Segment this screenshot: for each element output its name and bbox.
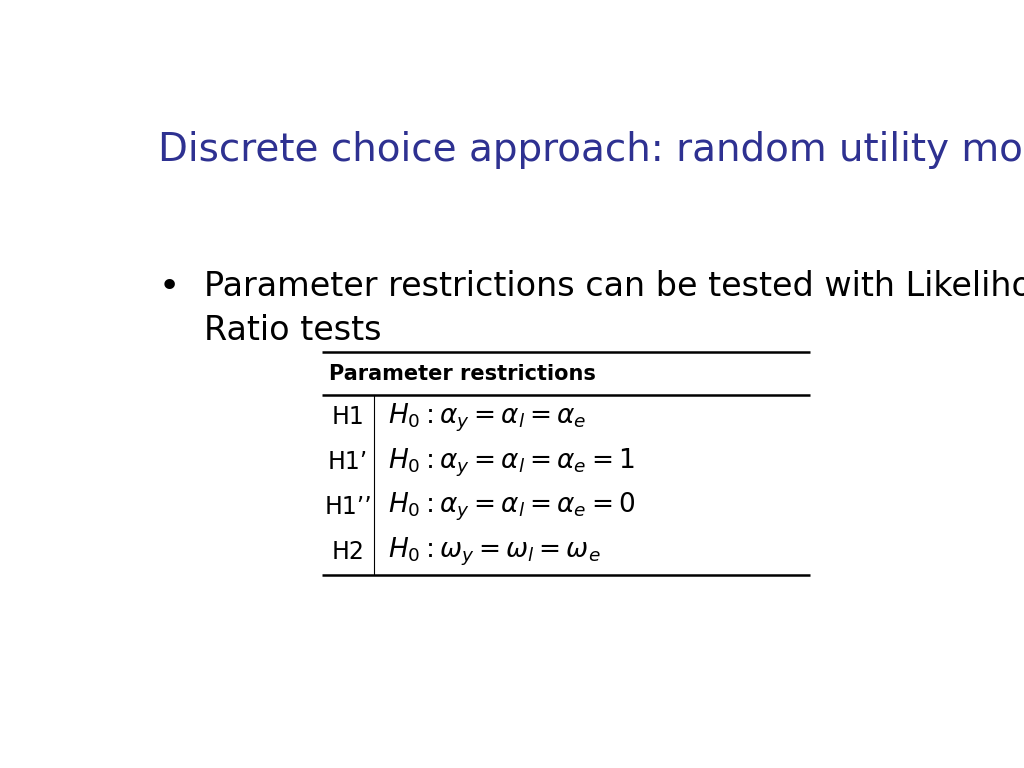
Text: H1: H1 bbox=[332, 406, 365, 429]
Text: Parameter restrictions can be tested with Likelihood: Parameter restrictions can be tested wit… bbox=[204, 270, 1024, 303]
Text: $H_0 :\omega_y = \omega_l = \omega_e$: $H_0 :\omega_y = \omega_l = \omega_e$ bbox=[388, 536, 601, 568]
Text: H1’: H1’ bbox=[328, 450, 369, 475]
Text: $H_0 :\alpha_y = \alpha_l = \alpha_e$: $H_0 :\alpha_y = \alpha_l = \alpha_e$ bbox=[388, 401, 587, 434]
Text: Parameter restrictions: Parameter restrictions bbox=[329, 363, 596, 384]
Text: H2: H2 bbox=[332, 540, 365, 564]
Text: H1’’: H1’’ bbox=[325, 495, 372, 519]
Text: Ratio tests: Ratio tests bbox=[204, 314, 382, 347]
Text: •: • bbox=[158, 270, 179, 303]
Text: Discrete choice approach: random utility model: Discrete choice approach: random utility… bbox=[158, 131, 1024, 169]
Text: $H_0 :\alpha_y = \alpha_l = \alpha_e = 0$: $H_0 :\alpha_y = \alpha_l = \alpha_e = 0… bbox=[388, 492, 636, 524]
Text: $H_0 :\alpha_y = \alpha_l = \alpha_e = 1$: $H_0 :\alpha_y = \alpha_l = \alpha_e = 1… bbox=[388, 446, 635, 478]
